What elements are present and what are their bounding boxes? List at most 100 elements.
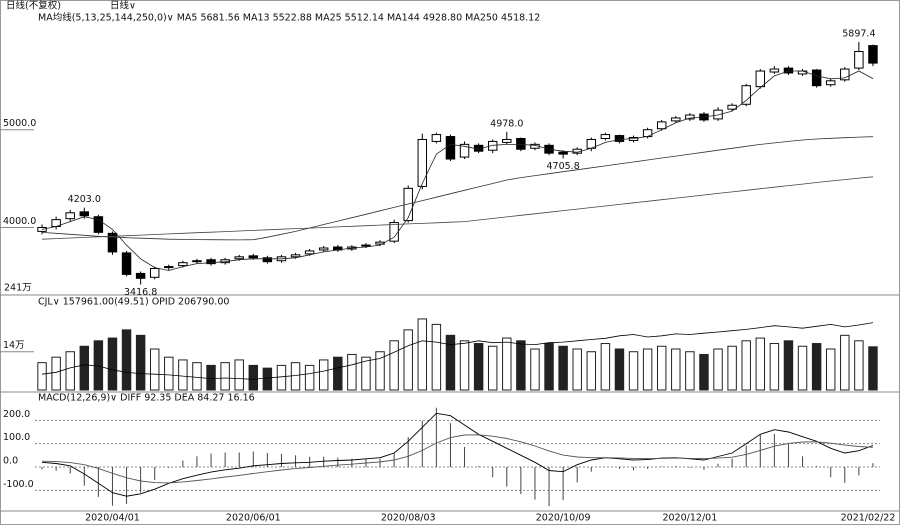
volume-bar: [825, 348, 836, 391]
volume-bar: [206, 364, 216, 391]
candle-body: [206, 259, 216, 265]
volume-bar: [699, 353, 709, 391]
candle-body: [164, 266, 174, 269]
volume-bar: [811, 343, 822, 391]
volume-bar: [671, 348, 681, 391]
candle-body: [135, 272, 146, 279]
candle-body: [431, 134, 442, 142]
candle-body: [516, 137, 526, 150]
volume-bar: [79, 345, 90, 391]
volume-bar: [614, 348, 625, 391]
candle-body: [671, 117, 681, 122]
volume-bar: [361, 356, 371, 391]
open-interest-line: [41, 322, 874, 380]
price-annotation: 4203.0: [68, 194, 101, 205]
volume-bar: [262, 367, 273, 391]
volume-bar: [234, 359, 244, 391]
volume-bar: [220, 362, 230, 391]
price-annotation: 5897.4: [842, 28, 875, 39]
volume-bar: [769, 343, 780, 391]
volume-bar: [656, 345, 667, 391]
volume-bar: [868, 346, 878, 391]
y-tick-label: 100.0: [3, 432, 30, 443]
candle-body: [192, 260, 202, 263]
volume-bar: [333, 356, 343, 391]
volume-bar: [685, 351, 695, 391]
candle-body: [178, 262, 188, 267]
y-tick-label: 4000.0: [3, 216, 36, 227]
candle-body: [149, 268, 160, 278]
y-tick-label: 200.0: [3, 409, 30, 420]
volume-bar: [572, 348, 582, 391]
volume-bar: [65, 351, 75, 391]
y-tick-label: 5000.0: [3, 118, 36, 129]
volume-bar: [375, 351, 385, 391]
volume-bar: [502, 337, 512, 391]
volume-bar: [487, 345, 498, 391]
volume-bar: [797, 345, 808, 391]
candle-body: [389, 222, 399, 242]
corner-label: 241万: [4, 283, 32, 294]
candle-body: [107, 232, 118, 253]
volume-bar: [544, 343, 554, 391]
price-annotation: 4705.8: [547, 161, 580, 172]
candle-body: [93, 216, 104, 233]
candle-body: [248, 255, 259, 259]
candle-body: [656, 121, 667, 130]
volume-bar: [178, 359, 188, 391]
candle-body: [600, 134, 611, 139]
candle-body: [445, 136, 456, 160]
price-annotation: 3416.8: [124, 287, 157, 298]
ma-line: [41, 136, 874, 241]
volume-bar: [403, 329, 413, 391]
ma-line: [41, 176, 874, 240]
candle-body: [642, 129, 653, 138]
volume-bar: [417, 318, 428, 391]
candle-body: [304, 250, 315, 255]
volume-bar: [290, 362, 301, 391]
volume-bar: [276, 364, 287, 391]
volume-bar: [840, 334, 850, 391]
candle-body: [614, 135, 625, 142]
candle-body: [840, 68, 850, 81]
volume-bar: [713, 348, 723, 391]
x-tick-label: 2020/04/01: [85, 513, 140, 524]
volume-bar: [586, 351, 597, 391]
candle-body: [755, 70, 766, 88]
volume-bar: [741, 340, 751, 391]
candle-body: [79, 211, 90, 217]
volume-bar: [600, 343, 611, 391]
volume-bar: [121, 329, 132, 391]
volume-bar: [628, 351, 639, 391]
volume-bar: [37, 362, 47, 391]
macd-line: [41, 434, 874, 484]
volume-bar: [304, 364, 315, 391]
volume-bar: [530, 348, 540, 391]
volume-bar: [558, 345, 568, 391]
volume-bar: [149, 348, 160, 391]
y-tick-label: 14万: [3, 340, 25, 351]
candle-body: [741, 85, 751, 105]
period-selector[interactable]: 日线∨: [110, 0, 136, 12]
candle-body: [868, 45, 878, 64]
candle-body: [783, 67, 794, 74]
candle-body: [262, 257, 273, 263]
candle-body: [318, 247, 329, 251]
candle-body: [502, 138, 512, 143]
volume-bar: [459, 340, 470, 391]
volume-bar: [783, 340, 794, 391]
candle-body: [487, 140, 498, 151]
volume-legend: CJL∨ 157961.00(49.51) OPID 206790.00: [38, 297, 229, 308]
volume-bar: [642, 348, 653, 391]
ma-line: [41, 70, 874, 271]
volume-bar: [473, 343, 484, 391]
candle-body: [361, 244, 371, 247]
candle-body: [727, 104, 737, 110]
macd-legend: MACD(12,26,9)∨ DIFF 92.35 DEA 84.27 16.1…: [38, 393, 255, 404]
volume-bar: [192, 362, 202, 391]
price-annotation: 4978.0: [490, 118, 523, 129]
candle-body: [65, 212, 75, 220]
candle-body: [234, 256, 244, 260]
volume-bar: [107, 337, 118, 391]
